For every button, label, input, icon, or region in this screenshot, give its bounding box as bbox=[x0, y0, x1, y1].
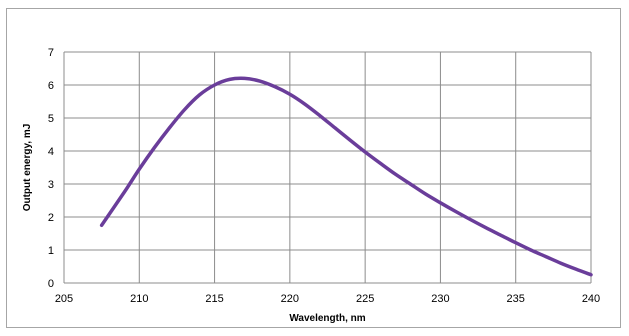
series-line bbox=[99, 76, 593, 277]
series-layer bbox=[99, 76, 593, 277]
axes bbox=[63, 52, 591, 284]
x-axis-label: Wavelength, nm bbox=[289, 313, 365, 324]
y-tick-label: 0 bbox=[48, 278, 54, 290]
x-tick-label: 215 bbox=[205, 293, 223, 305]
y-tick-label: 4 bbox=[48, 146, 54, 158]
y-tick-label: 3 bbox=[48, 179, 54, 191]
y-tick-label: 2 bbox=[48, 212, 54, 224]
y-axis-label: Output energy, mJ bbox=[22, 124, 33, 212]
x-tick-labels: 205 210 215 220 225 230 235 240 bbox=[55, 293, 600, 305]
x-tick-label: 205 bbox=[55, 293, 73, 305]
gridlines bbox=[64, 51, 592, 283]
x-tick-label: 230 bbox=[431, 293, 449, 305]
y-tick-label: 1 bbox=[48, 245, 54, 257]
x-tick-label: 210 bbox=[130, 293, 148, 305]
y-tick-label: 5 bbox=[48, 113, 54, 125]
x-tick-label: 240 bbox=[582, 293, 600, 305]
y-tick-label: 7 bbox=[48, 47, 54, 59]
y-tick-label: 6 bbox=[48, 80, 54, 92]
x-tick-label: 235 bbox=[507, 293, 525, 305]
y-tick-labels: 0 1 2 3 4 5 6 7 bbox=[48, 47, 54, 290]
x-tick-label: 220 bbox=[281, 293, 299, 305]
x-tick-label: 225 bbox=[356, 293, 374, 305]
chart-frame bbox=[6, 8, 621, 328]
